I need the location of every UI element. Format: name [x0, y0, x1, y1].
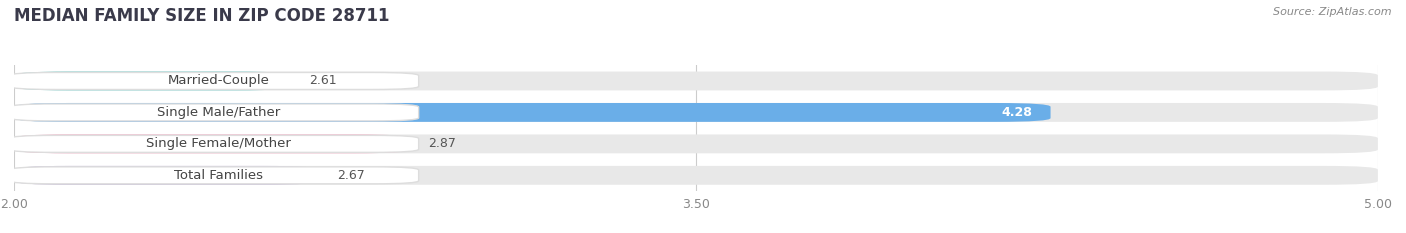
Text: MEDIAN FAMILY SIZE IN ZIP CODE 28711: MEDIAN FAMILY SIZE IN ZIP CODE 28711	[14, 7, 389, 25]
FancyBboxPatch shape	[14, 166, 1378, 185]
FancyBboxPatch shape	[14, 72, 1378, 90]
FancyBboxPatch shape	[14, 134, 409, 153]
FancyBboxPatch shape	[10, 104, 419, 121]
Text: Married-Couple: Married-Couple	[167, 75, 270, 87]
FancyBboxPatch shape	[14, 103, 1050, 122]
Text: Total Families: Total Families	[174, 169, 263, 182]
Text: 2.67: 2.67	[337, 169, 364, 182]
FancyBboxPatch shape	[14, 134, 1378, 153]
Text: 4.28: 4.28	[1001, 106, 1032, 119]
Text: Single Female/Mother: Single Female/Mother	[146, 137, 291, 150]
Text: 2.87: 2.87	[427, 137, 456, 150]
Text: Source: ZipAtlas.com: Source: ZipAtlas.com	[1274, 7, 1392, 17]
Text: 2.61: 2.61	[309, 75, 337, 87]
FancyBboxPatch shape	[10, 72, 419, 89]
Text: Single Male/Father: Single Male/Father	[157, 106, 280, 119]
FancyBboxPatch shape	[14, 72, 291, 90]
FancyBboxPatch shape	[10, 135, 419, 152]
FancyBboxPatch shape	[14, 166, 319, 185]
FancyBboxPatch shape	[14, 103, 1378, 122]
FancyBboxPatch shape	[10, 167, 419, 184]
